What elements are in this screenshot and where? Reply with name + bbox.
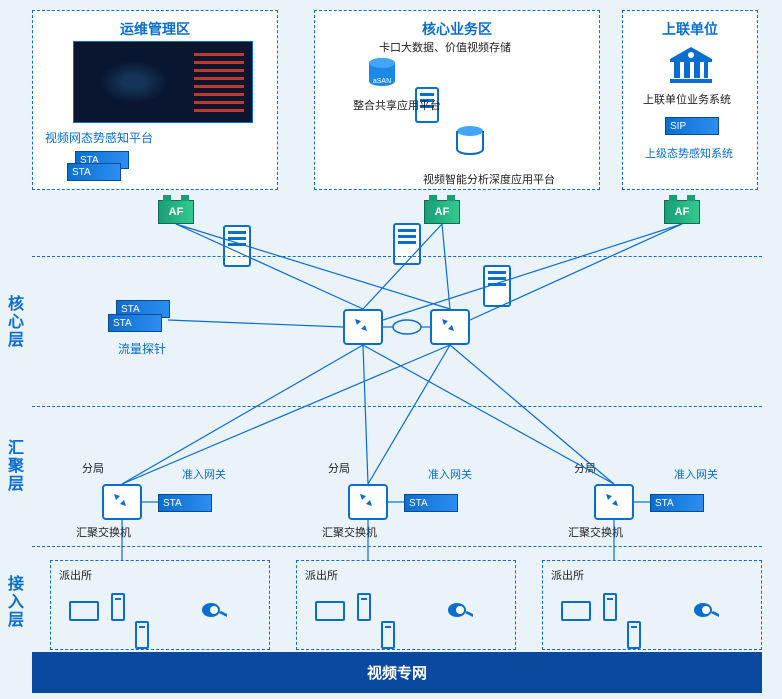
branch-3-label: 分局 [574, 460, 596, 476]
zone-upper-title: 上联单位 [623, 19, 757, 39]
af-3: AF [664, 200, 700, 224]
agg-sta-2: STA [404, 494, 458, 512]
af-2: AF [424, 200, 460, 224]
zone-core-title: 核心业务区 [315, 19, 599, 39]
branch-2-label: 分局 [328, 460, 350, 476]
device-1b [111, 593, 125, 621]
sep-2 [32, 406, 762, 407]
zone-ops-title: 运维管理区 [33, 19, 277, 39]
sip-box: SIP [665, 117, 719, 135]
agg-switch-3-label: 汇聚交换机 [568, 524, 623, 540]
agg-switch-1-label: 汇聚交换机 [76, 524, 131, 540]
af-1: AF [158, 200, 194, 224]
station-1-label: 派出所 [59, 567, 92, 583]
svg-text:aSAN: aSAN [373, 78, 391, 85]
station-box-1: 派出所 [50, 560, 270, 650]
upper-system-label: 上联单位业务系统 [643, 91, 731, 107]
camera-3-icon [693, 601, 721, 619]
camera-2-icon [447, 601, 475, 619]
agg-switch-2-label: 汇聚交换机 [322, 524, 377, 540]
sta-box-2: STA [67, 163, 121, 181]
station-2-label: 派出所 [305, 567, 338, 583]
station-3-label: 派出所 [551, 567, 584, 583]
agg-switch-1 [102, 484, 142, 520]
device-1a [69, 601, 99, 621]
sep-1 [32, 256, 762, 257]
asan-db-icon: aSAN [367, 57, 397, 89]
biz-server-2-icon [393, 223, 421, 265]
device-3b [603, 593, 617, 621]
device-2b [357, 593, 371, 621]
dashboard-screenshot [73, 41, 253, 123]
core-switch-1 [343, 309, 383, 345]
biz-db-icon [455, 125, 485, 157]
ops-server-icon [223, 225, 251, 267]
device-2c [381, 621, 395, 649]
upper-sense-label: 上级态势感知系统 [645, 145, 733, 161]
zone-upper: 上联单位 上联单位业务系统 SIP 上级态势感知系统 [622, 10, 758, 190]
device-1c [135, 621, 149, 649]
layer-agg-label: 汇 聚 层 [8, 440, 24, 494]
agg-sta-1: STA [158, 494, 212, 512]
agg-switch-3 [594, 484, 634, 520]
agg-sta-3: STA [650, 494, 704, 512]
analysis-label: 视频智能分析深度应用平台 [423, 171, 555, 187]
core-sta-2: STA [108, 314, 162, 332]
device-3c [627, 621, 641, 649]
camera-1-icon [201, 601, 229, 619]
integrate-label: 整合共享应用平台 [353, 97, 441, 113]
branch-1-label: 分局 [82, 460, 104, 476]
ops-platform-label: 视频网态势感知平台 [45, 129, 153, 146]
layer-core-label: 核 心 层 [8, 296, 24, 350]
gateway-1-label: 准入网关 [182, 466, 226, 482]
gateway-2-label: 准入网关 [428, 466, 472, 482]
sep-3 [32, 546, 762, 547]
footer-bar: 视频专网 [32, 652, 762, 693]
device-2a [315, 601, 345, 621]
zone-ops: 运维管理区 视频网态势感知平台 STA STA [32, 10, 278, 190]
agg-switch-2 [348, 484, 388, 520]
zone-core-biz: 核心业务区 卡口大数据、价值视频存储 aSAN 整合共享应用平台 视频智能分析深… [314, 10, 600, 190]
core-switch-2 [430, 309, 470, 345]
gateway-3-label: 准入网关 [674, 466, 718, 482]
station-box-3: 派出所 [542, 560, 762, 650]
layer-access-label: 接 入 层 [8, 576, 24, 630]
device-3a [561, 601, 591, 621]
bank-icon [668, 45, 714, 83]
probe-label: 流量探针 [118, 340, 166, 357]
station-box-2: 派出所 [296, 560, 516, 650]
storage-label: 卡口大数据、价值视频存储 [379, 39, 511, 55]
biz-server-3-icon [483, 265, 511, 307]
